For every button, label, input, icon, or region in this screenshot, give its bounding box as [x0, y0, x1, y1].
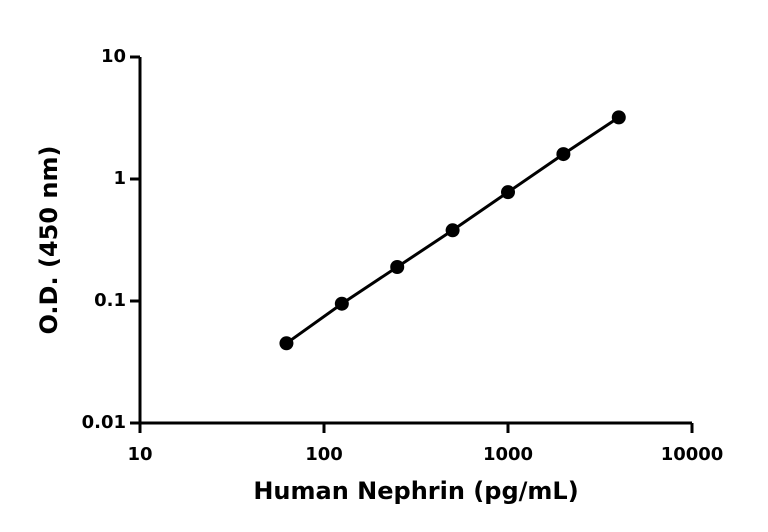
data-point: [611, 110, 626, 125]
x-axis-title: Human Nephrin (pg/mL): [253, 477, 578, 505]
x-tick-label: 10000: [661, 444, 724, 465]
data-point: [501, 185, 515, 200]
x-tick-label: 1000: [483, 444, 533, 465]
y-tick-label: 1: [113, 168, 126, 189]
x-tick-label: 10: [127, 444, 152, 465]
data-point: [334, 296, 349, 311]
y-tick-label: 10: [101, 46, 126, 67]
data-point: [445, 223, 460, 238]
data-point: [390, 259, 405, 274]
data-point: [279, 336, 294, 351]
data-point: [556, 147, 571, 162]
x-tick-label: 100: [305, 444, 343, 465]
y-tick-label: 0.1: [94, 290, 126, 311]
y-tick-label: 0.01: [82, 412, 126, 433]
y-axis-title: O.D. (450 nm): [35, 146, 63, 335]
